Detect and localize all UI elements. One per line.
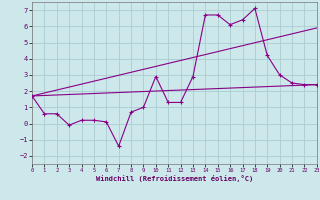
X-axis label: Windchill (Refroidissement éolien,°C): Windchill (Refroidissement éolien,°C): [96, 175, 253, 182]
